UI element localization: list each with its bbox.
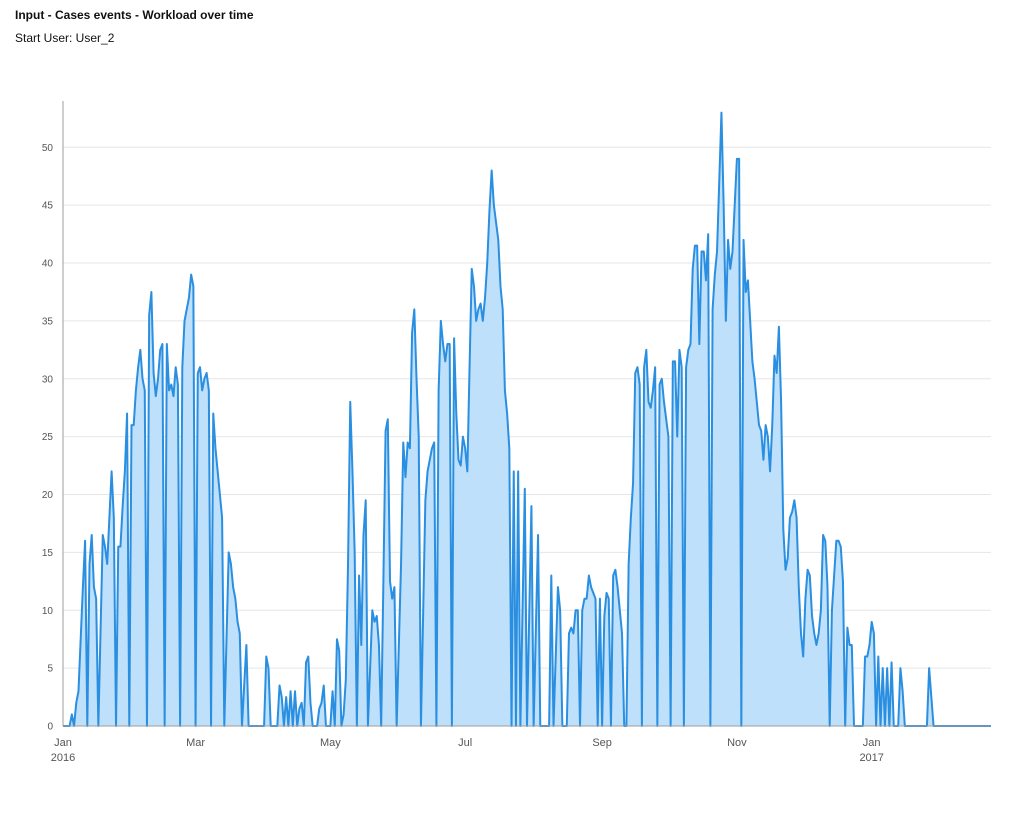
y-tick-label: 5	[47, 664, 53, 675]
x-tick-label: Jan	[863, 737, 881, 749]
x-tick-label: Nov	[727, 737, 747, 749]
y-tick-label: 0	[47, 722, 53, 733]
x-tick-sublabel: 2017	[859, 752, 883, 764]
x-tick-label: Jul	[458, 737, 472, 749]
x-tick-label: Mar	[186, 737, 205, 749]
chart-title: Input - Cases events - Workload over tim…	[15, 8, 254, 22]
x-tick-label: Jan	[54, 737, 72, 749]
y-tick-label: 30	[42, 374, 54, 385]
y-tick-label: 45	[42, 201, 54, 212]
series-area	[63, 112, 991, 726]
y-tick-label: 35	[42, 316, 54, 327]
chart-subtitle: Start User: User_2	[15, 31, 115, 45]
y-tick-label: 15	[42, 548, 54, 559]
y-tick-label: 25	[42, 432, 54, 443]
x-tick-label: Sep	[592, 737, 612, 749]
series-line	[63, 111, 991, 727]
y-tick-label: 40	[42, 259, 54, 270]
x-tick-sublabel: 2016	[51, 752, 75, 764]
y-tick-label: 50	[42, 143, 54, 154]
y-tick-label: 10	[42, 606, 54, 617]
x-tick-label: May	[320, 737, 341, 749]
y-tick-label: 20	[42, 490, 54, 501]
